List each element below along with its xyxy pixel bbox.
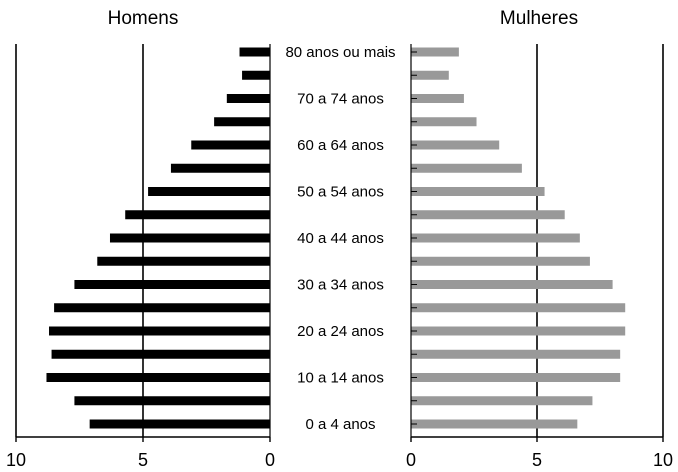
female-bar <box>411 47 459 57</box>
axes <box>15 44 664 442</box>
left-x-tick-label: 0 <box>265 450 275 470</box>
left-x-tick-label: 5 <box>138 450 148 470</box>
right-x-tick-label: 10 <box>653 450 673 470</box>
male-bar <box>74 396 270 406</box>
male-bar <box>148 187 270 196</box>
female-bar <box>411 70 449 80</box>
age-group-label: 0 a 4 anos <box>305 416 375 433</box>
male-bar <box>51 349 271 359</box>
female-bar <box>411 419 578 429</box>
female-bar <box>411 303 626 313</box>
labels: 0 a 4 anos 10 a 14 anos 20 a 24 anos 30 a 3… <box>6 44 673 470</box>
age-group-label: 50 a 54 anos <box>297 184 384 201</box>
right-panel-title: Mulheres <box>500 8 578 29</box>
male-bar <box>97 256 270 266</box>
age-group-label: 80 anos ou mais <box>285 44 395 61</box>
male-bar <box>54 303 270 313</box>
male-bar <box>125 210 270 220</box>
age-group-label: 10 a 14 anos <box>297 370 384 387</box>
male-bar <box>170 163 270 173</box>
male-bar <box>214 117 270 127</box>
female-bar <box>411 163 522 173</box>
bars <box>46 47 626 429</box>
male-bar <box>239 47 270 57</box>
age-group-label: 40 a 44 anos <box>297 230 384 247</box>
female-bar <box>411 210 565 220</box>
male-bar <box>191 140 270 150</box>
female-bar <box>411 256 590 266</box>
right-x-tick-label: 5 <box>532 450 542 470</box>
male-bar <box>74 280 270 289</box>
left-panel-title: Homens <box>108 8 179 29</box>
female-bar <box>411 94 464 103</box>
female-bar <box>411 187 545 196</box>
female-bar <box>411 233 580 243</box>
female-bar <box>411 117 477 127</box>
female-bar <box>411 349 621 359</box>
female-bar <box>411 326 626 336</box>
male-bar <box>242 70 270 80</box>
male-bar <box>89 419 270 429</box>
left-x-tick-label: 10 <box>6 450 26 470</box>
age-group-label: 60 a 64 anos <box>297 137 384 154</box>
male-bar <box>109 233 270 243</box>
female-bar <box>411 396 593 406</box>
male-bar <box>46 373 271 382</box>
age-group-label: 20 a 24 anos <box>297 323 384 340</box>
female-bar <box>411 373 621 382</box>
female-bar <box>411 140 500 150</box>
right-x-tick-label: 0 <box>406 450 416 470</box>
male-bar <box>49 326 270 336</box>
male-bar <box>226 94 270 103</box>
age-group-label: 70 a 74 anos <box>297 91 384 108</box>
female-bar <box>411 280 613 289</box>
age-group-label: 30 a 34 anos <box>297 277 384 294</box>
